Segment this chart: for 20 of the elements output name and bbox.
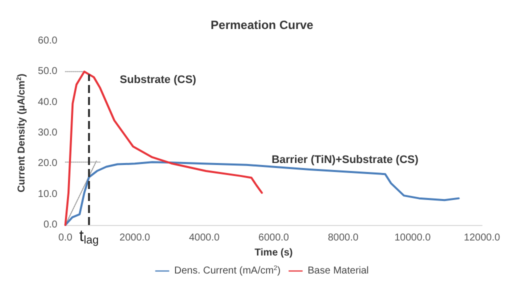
line-series — [64, 70, 263, 226]
x-tick-label: 2000.0 — [120, 232, 151, 244]
legend-label: Base Material — [308, 266, 369, 276]
x-tick-label: 4000.0 — [188, 232, 220, 244]
x-tick-label: 8000.0 — [328, 232, 359, 244]
x-axis-title: Time (s) — [254, 247, 293, 258]
annotation: Barrier (TiN)+Substrate (CS) — [272, 154, 419, 166]
x-tick-label: 10000.0 — [394, 232, 432, 244]
chart-title: Permeation Curve — [210, 18, 314, 32]
y-tick-label: 0.0 — [43, 220, 58, 230]
annotation: Substrate (CS) — [120, 74, 197, 86]
y-tick-label: 10.0 — [38, 188, 58, 200]
y-tick-label: 30.0 — [38, 128, 58, 138]
x-tick-label: 6000.0 — [258, 232, 290, 244]
y-tick-label: 40.0 — [38, 96, 58, 108]
x-tick-label: 12000.0 — [464, 232, 501, 244]
y-tick-label: 50.0 — [38, 66, 58, 78]
y-tick-label: 60.0 — [38, 36, 58, 46]
x-tick-label: 0.0 — [58, 232, 73, 244]
y-tick-label: 20.0 — [38, 158, 58, 170]
